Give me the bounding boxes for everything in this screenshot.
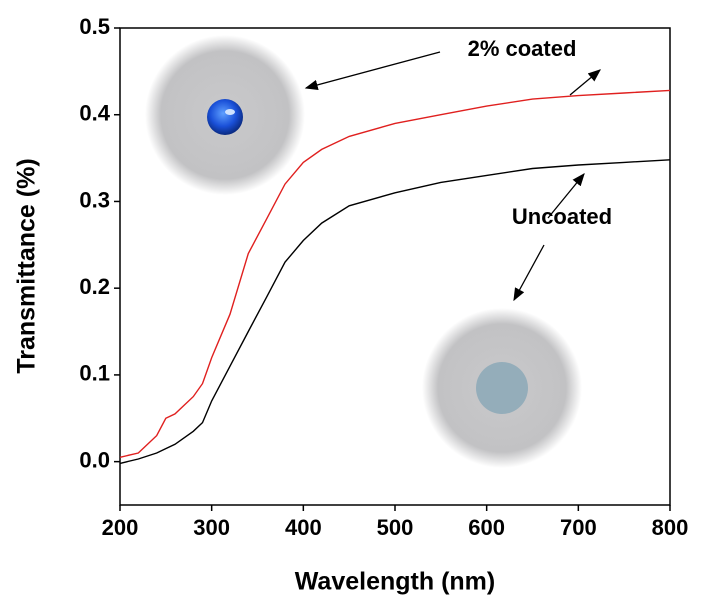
x-tick-label: 200 (102, 515, 139, 540)
x-tick-label: 300 (193, 515, 230, 540)
x-tick-label: 700 (560, 515, 597, 540)
series-line (119, 89, 671, 458)
y-tick-label: 0.5 (79, 14, 110, 39)
annotation: Uncoated (512, 204, 612, 229)
x-tick-label: 800 (652, 515, 689, 540)
x-tick-label: 400 (285, 515, 322, 540)
y-tick-label: 0.1 (79, 361, 110, 386)
x-tick-label: 600 (468, 515, 505, 540)
x-tick-label: 500 (377, 515, 414, 540)
y-tick-label: 0.2 (79, 274, 110, 299)
x-axis-title: Wavelength (nm) (295, 568, 495, 596)
uncoated-photo (422, 308, 582, 468)
annotation: 2% coated (468, 36, 577, 61)
y-tick-label: 0.3 (79, 187, 110, 212)
y-tick-label: 0.4 (79, 101, 110, 126)
series-line (119, 159, 671, 465)
coated-photo (145, 35, 305, 195)
y-tick-label: 0.0 (79, 447, 110, 472)
y-axis-title: Transmittance (%) (13, 158, 41, 373)
arrows (304, 51, 601, 302)
